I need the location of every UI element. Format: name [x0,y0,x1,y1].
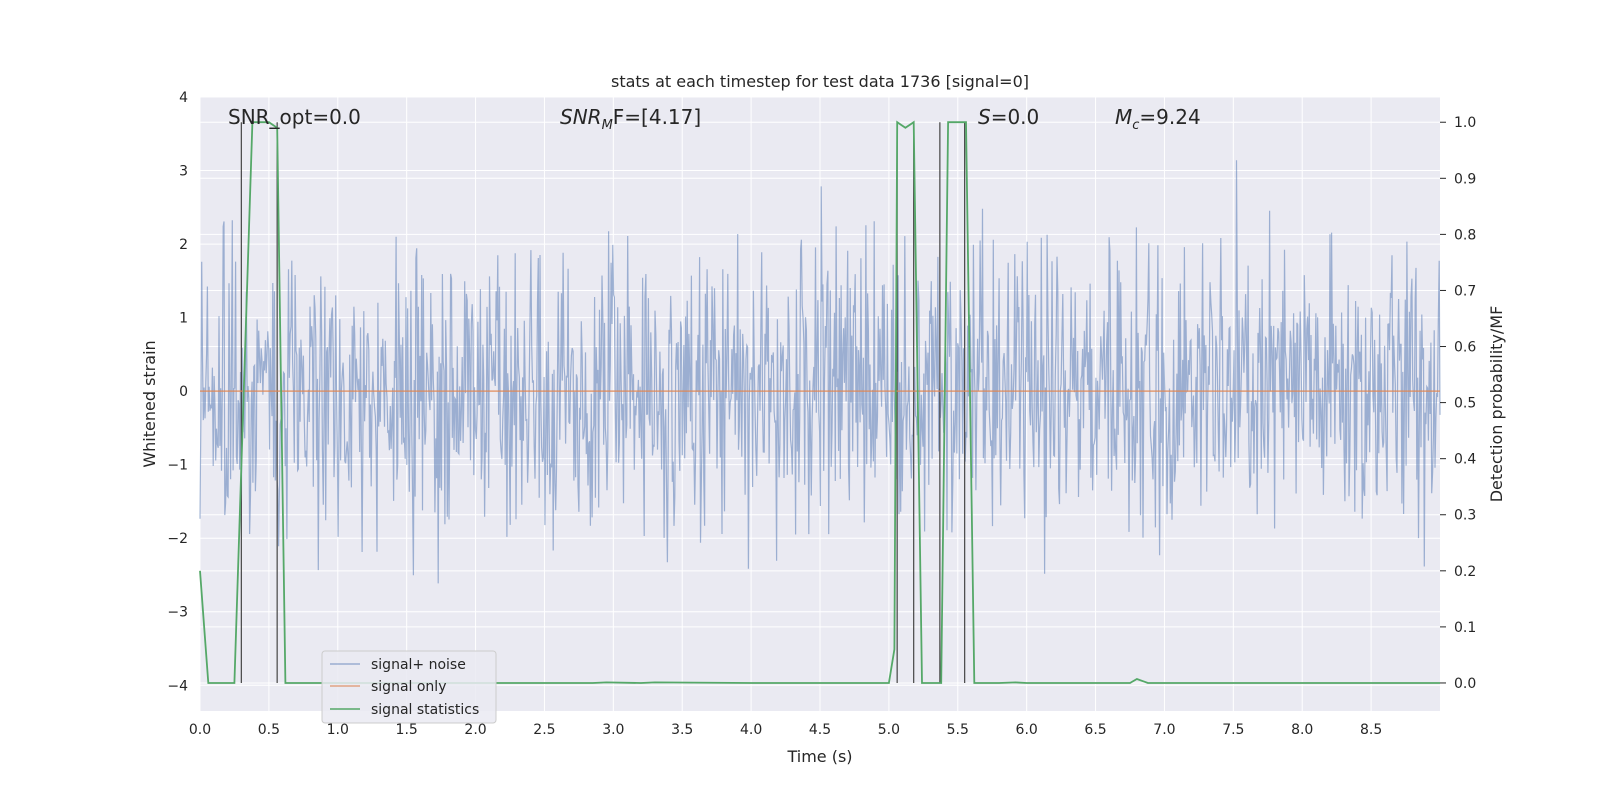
series-signal-statistics [199,120,1440,684]
vertical-markers [240,122,966,683]
y-right-tick-0.4: 0.4 [1454,452,1476,468]
x-tick-6.0: 6.0 [1016,722,1038,738]
x-tick-7.5: 7.5 [1222,722,1244,738]
annotation-snr-mf-sub: M [602,118,613,133]
y-left-tick-−2: −2 [167,531,188,547]
y-right-tick-0.3: 0.3 [1454,508,1476,524]
y-left-tick-0: 0 [179,384,188,400]
y-right-axis-label: Detection probability/MF [1487,306,1506,503]
annotation-mc-base: M [1115,105,1132,129]
x-tick-6.5: 6.5 [1084,722,1106,738]
legend-label-signal-only: signal only [371,679,446,695]
x-tick-8.0: 8.0 [1291,722,1313,738]
annotation-snr-mf-rest: F=[4.17] [613,105,701,129]
annotation-s-italic: S [978,105,991,129]
x-tick-5.0: 5.0 [878,722,900,738]
y-left-tick-−1: −1 [167,458,188,474]
annotation-mc-rest: =9.24 [1139,105,1200,129]
legend: signal+ noise signal only signal statist… [321,650,497,724]
y-left-tick-4: 4 [179,90,188,106]
annotation-snr-mf-base: SNR [560,105,602,129]
x-tick-1.5: 1.5 [396,722,418,738]
y-right-tick-0.0: 0.0 [1454,676,1476,692]
x-axis-ticks: 0.0 0.5 1.0 1.5 2.0 2.5 3.0 3.5 4.0 4.5 5.0 5.5 6.0 6… [189,722,1382,738]
legend-label-signal-statistics: signal statistics [371,702,479,718]
y-right-tick-0.8: 0.8 [1454,227,1476,243]
y-left-tick-−3: −3 [167,605,188,621]
x-tick-0.0: 0.0 [189,722,211,738]
annotation-s-rest: =0.0 [991,105,1040,129]
chart-title: stats at each timestep for test data 173… [611,72,1029,91]
x-tick-4.5: 4.5 [809,722,831,738]
x-tick-2.5: 2.5 [533,722,555,738]
y-left-tick-1: 1 [179,311,188,327]
y-right-tick-0.2: 0.2 [1454,564,1476,580]
y-right-tick-1.0: 1.0 [1454,115,1476,131]
legend-label-signal-noise: signal+ noise [371,657,466,673]
annotation-s-value: S=0.0 [978,105,1039,129]
x-tick-7.0: 7.0 [1153,722,1175,738]
y-right-tick-0.6: 0.6 [1454,340,1476,356]
y-right-tick-0.1: 0.1 [1454,620,1476,636]
y-left-axis-label: Whitened strain [140,340,159,467]
x-tick-8.5: 8.5 [1360,722,1382,738]
y-right-tick-0.7: 0.7 [1454,283,1476,299]
annotation-snr-opt: SNR_opt=0.0 [228,105,361,129]
annotation-mc-sub: c [1132,118,1139,133]
y-right-axis-ticks: 0.0 0.1 0.2 0.3 0.4 0.5 0.6 0.7 0.8 0.9 1.0 [1440,115,1476,692]
x-axis-label: Time (s) [786,747,852,766]
signal-statistics-line [199,120,1440,684]
annotation-snr-mf: SNRMF=[4.17] [560,105,701,133]
x-tick-2.0: 2.0 [464,722,486,738]
y-left-tick-3: 3 [179,164,188,180]
y-left-axis-ticks: −4 −3 −2 −1 0 1 2 3 4 [167,90,188,694]
x-tick-1.0: 1.0 [327,722,349,738]
x-tick-3.0: 3.0 [602,722,624,738]
y-left-tick-−4: −4 [167,678,188,694]
y-right-tick-0.5: 0.5 [1454,396,1476,412]
x-tick-5.5: 5.5 [947,722,969,738]
x-tick-4.0: 4.0 [740,722,762,738]
legend-box [321,650,497,724]
annotation-mc: Mc=9.24 [1115,105,1201,133]
x-tick-3.5: 3.5 [671,722,693,738]
x-tick-0.5: 0.5 [258,722,280,738]
y-left-tick-2: 2 [179,237,188,253]
series-signal-noise [199,160,1441,584]
noise-line [199,160,1441,584]
y-right-tick-0.9: 0.9 [1454,171,1476,187]
